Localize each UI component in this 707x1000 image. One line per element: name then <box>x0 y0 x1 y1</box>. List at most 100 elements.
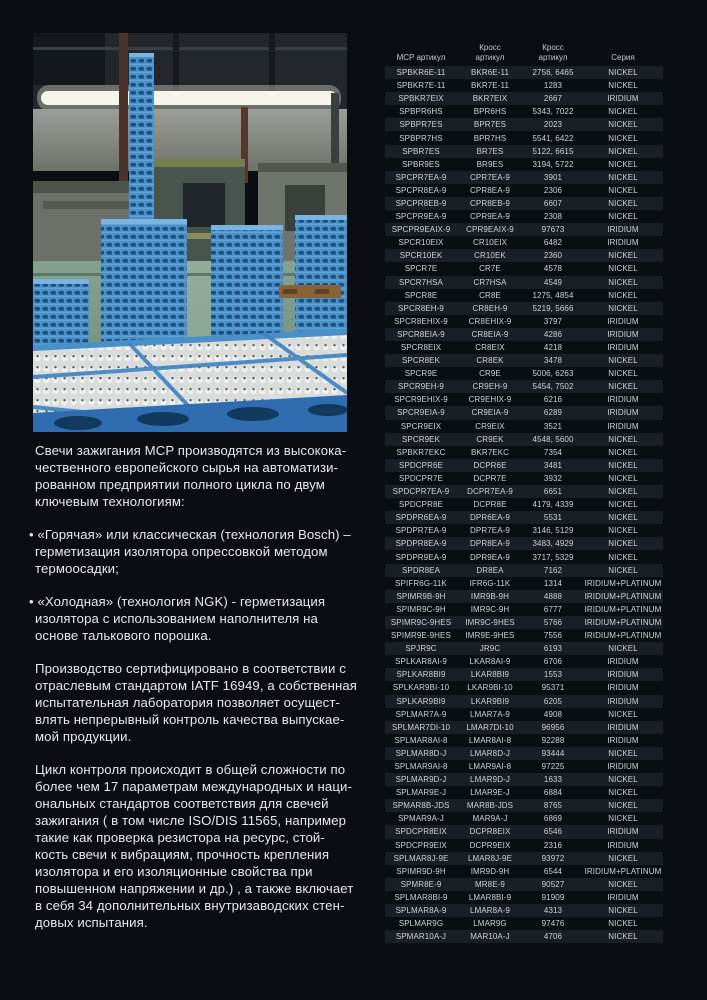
article-paragraph: Цикл контроля происходит в общей сложнос… <box>35 762 354 930</box>
table-cell: NICKEL <box>608 356 638 366</box>
table-cell: IRIDIUM <box>607 316 639 326</box>
factory-photo-illustration <box>33 33 347 432</box>
table-row: SPCR7HSA CR7HSA 4549 NICKEL <box>385 275 663 289</box>
table-cell: SPCPR7EA-9 <box>395 172 447 182</box>
table-cell: 8765 <box>543 801 563 811</box>
table-cell: LMAR7A-9 <box>470 709 510 719</box>
table-cell: SPCR9EH-9 <box>398 382 444 392</box>
table-cell: SPBKR7EKC <box>396 447 446 457</box>
table-cell: NICKEL <box>608 879 638 889</box>
table-cell: SPLKAR8BI9 <box>396 670 446 680</box>
table-cell: CPR8EB-9 <box>470 198 510 208</box>
table-cell: SPIMR9B-9H <box>396 591 446 601</box>
table-cell: 5006, 6263 <box>532 369 574 379</box>
table-cell: NICKEL <box>608 107 638 117</box>
table-cell: LMAR8AI-8 <box>468 735 512 745</box>
table-cell: 6289 <box>543 408 563 418</box>
table-cell: SPLMAR9AI-8 <box>394 762 448 772</box>
parts-table-header: MCP артикул Кросс артикул Кросс артикул … <box>385 33 663 66</box>
table-row: SPDCPR9EIX DCPR9EIX 2316 IRIDIUM <box>385 839 663 852</box>
table-row: SPCR10EIX CR10EIX 6482 IRIDIUM <box>385 236 663 249</box>
table-row: SPLMAR9D-J LMAR9D-J 1633 NICKEL <box>385 773 663 787</box>
table-cell: 4578 <box>543 264 563 274</box>
table-cell: NICKEL <box>608 212 638 222</box>
table-cell: IRIDIUM <box>607 696 639 706</box>
table-cell: DPR6EA-9 <box>470 513 510 523</box>
table-cell: IRIDIUM <box>607 683 639 693</box>
table-cell: SPCR9EIA-9 <box>397 408 445 418</box>
table-cell: LKAR9BI-10 <box>467 683 513 693</box>
table-cell: 90527 <box>541 879 565 889</box>
table-cell: DCPR6E <box>473 460 507 470</box>
table-cell: LMAR8D-J <box>470 748 510 758</box>
table-cell: SPDCPR9EIX <box>395 840 447 850</box>
table-cell: BR9ES <box>476 159 504 169</box>
table-row: SPDCPR7E DCPR7E 3932 NICKEL <box>385 472 663 485</box>
table-cell: 6205 <box>543 696 563 706</box>
table-cell: SPDPR7EA-9 <box>395 526 447 536</box>
table-cell: 6193 <box>543 644 563 654</box>
table-cell: NICKEL <box>608 552 638 562</box>
table-cell: CR9EIX <box>475 421 505 431</box>
table-cell: SPBKR7EIX <box>398 94 444 104</box>
table-cell: CR8EIA-9 <box>471 329 509 339</box>
table-cell: LMAR8BI-9 <box>468 892 512 902</box>
table-row: SPCR9E CR9E 5006, 6263 NICKEL <box>385 367 663 380</box>
table-cell: 6884 <box>543 788 563 798</box>
table-cell: IMR9C-9HES <box>465 617 515 627</box>
table-cell: SPDCPR6E <box>399 460 443 470</box>
table-cell: NICKEL <box>608 303 638 313</box>
table-cell: NICKEL <box>608 748 638 758</box>
table-cell: SPCPR8EB-9 <box>395 198 447 208</box>
article-paragraph: Свечи зажигания MCP производятся из высо… <box>35 443 347 509</box>
table-cell: 91909 <box>541 892 565 902</box>
table-cell: CR9EH-9 <box>472 382 508 392</box>
table-cell: 6482 <box>543 238 563 248</box>
table-cell: IRIDIUM+PLATINUM <box>584 617 662 627</box>
table-cell: CR9E <box>479 369 501 379</box>
table-row: SPDPR9EA-9 DPR9EA-9 3717, 5329 NICKEL <box>385 550 663 563</box>
table-cell: 97673 <box>541 225 565 235</box>
table-cell: 3481 <box>543 460 563 470</box>
table-cell: SPIMR9D-9H <box>396 866 446 876</box>
table-cell: 3478 <box>543 356 563 366</box>
table-row: SPDCPR8EIX DCPR8EIX 6546 IRIDIUM <box>385 825 663 839</box>
table-cell: SPDPR9EA-9 <box>395 552 447 562</box>
table-cell: SPCR9EHIX-9 <box>394 395 448 405</box>
table-cell: IRIDIUM <box>607 94 639 104</box>
table-cell: IRIDIUM <box>607 892 639 902</box>
table-cell: BPR6HS <box>473 107 507 117</box>
table-cell: IRIDIUM <box>607 722 639 732</box>
table-row: SPCPR9EA-9 CPR9EA-9 2308 NICKEL <box>385 210 663 223</box>
table-row: SPLKAR8BI9 LKAR8BI9 1553 IRIDIUM <box>385 668 663 682</box>
table-cell: 7162 <box>543 565 563 575</box>
table-cell: 6546 <box>543 827 563 837</box>
table-cell: CR7HSA <box>473 277 507 287</box>
table-cell: SPCR8EK <box>401 356 441 366</box>
table-cell: SPIMR9E-9HES <box>391 631 451 641</box>
table-cell: NICKEL <box>608 775 638 785</box>
table-row: SPIMR9D-9H IMR9D-9H 6544 IRIDIUM+PLATINUM <box>385 865 663 878</box>
table-row: SPCPR7EA-9 CPR7EA-9 3901 NICKEL <box>385 170 663 184</box>
table-cell: CR8E <box>479 290 501 300</box>
table-cell: SPJR9C <box>405 644 437 654</box>
table-cell: IMR9B-9H <box>470 591 510 601</box>
table-cell: BKR7EKC <box>470 447 510 457</box>
table-cell: IRIDIUM <box>607 735 639 745</box>
table-cell: SPCR7HSA <box>399 277 443 287</box>
table-row: SPLMAR8A-9 LMAR8A-9 4313 NICKEL <box>385 904 663 918</box>
table-row: SPIMR9C-9H IMR9C-9H 6777 IRIDIUM+PLATINUM <box>385 603 663 616</box>
table-cell: NICKEL <box>608 146 638 156</box>
table-cell: NICKEL <box>608 290 638 300</box>
table-cell: 4706 <box>543 932 563 942</box>
table-cell: SPLKAR9BI9 <box>396 696 446 706</box>
table-cell: NICKEL <box>608 460 638 470</box>
table-row: SPBPR6HS BPR6HS 5343, 7022 NICKEL <box>385 105 663 118</box>
table-cell: CR8EHIX-9 <box>468 316 512 326</box>
table-cell: 6607 <box>543 198 563 208</box>
table-cell: 2360 <box>543 251 563 261</box>
table-cell: 4549 <box>543 277 563 287</box>
table-row: SPCR9EHIX-9 CR9EHIX-9 6216 IRIDIUM <box>385 393 663 406</box>
table-cell: 6869 <box>543 814 563 824</box>
table-row: SPCR9EIA-9 CR9EIA-9 6289 IRIDIUM <box>385 406 663 420</box>
